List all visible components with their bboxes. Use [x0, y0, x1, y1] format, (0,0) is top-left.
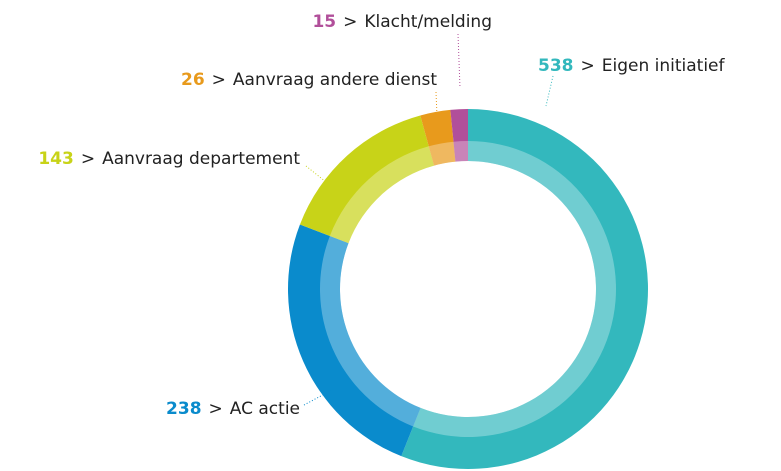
leader-line [303, 389, 333, 406]
donut-inner-band [320, 235, 421, 427]
donut-inner-band [329, 146, 435, 244]
segment-label: 15 > Klacht/melding [312, 12, 492, 32]
value-label: 15 [312, 12, 336, 32]
donut-inner-band [428, 141, 456, 166]
leader-line [435, 91, 438, 117]
donut-segment [420, 109, 456, 166]
leader-line [457, 33, 461, 89]
leader-line [305, 165, 327, 183]
segment-label: 26 > Aanvraag andere dienst [181, 70, 437, 90]
category-label: Eigen initiatief [602, 56, 726, 76]
segment-label: 538 > Eigen initiatief [538, 56, 726, 76]
category-label: AC actie [230, 399, 300, 419]
value-label: 238 [166, 399, 202, 419]
label-separator: > [209, 399, 223, 419]
value-label: 26 [181, 70, 205, 90]
label-separator: > [212, 70, 226, 90]
leader-line [545, 75, 554, 107]
value-label: 143 [38, 149, 74, 169]
category-label: Aanvraag andere dienst [233, 70, 437, 90]
label-separator: > [581, 56, 595, 76]
donut-segment [450, 109, 468, 162]
category-label: Aanvraag departement [102, 149, 300, 169]
donut-segment [299, 115, 435, 244]
category-label: Klacht/melding [364, 12, 492, 32]
donut-segment [401, 109, 648, 469]
donut-inner-band [453, 141, 468, 162]
donut-segment [287, 224, 421, 457]
label-separator: > [343, 12, 357, 32]
segment-label: 238 > AC actie [166, 399, 300, 419]
segment-label: 143 > Aanvraag departement [38, 149, 300, 169]
label-separator: > [81, 149, 95, 169]
value-label: 538 [538, 56, 574, 76]
